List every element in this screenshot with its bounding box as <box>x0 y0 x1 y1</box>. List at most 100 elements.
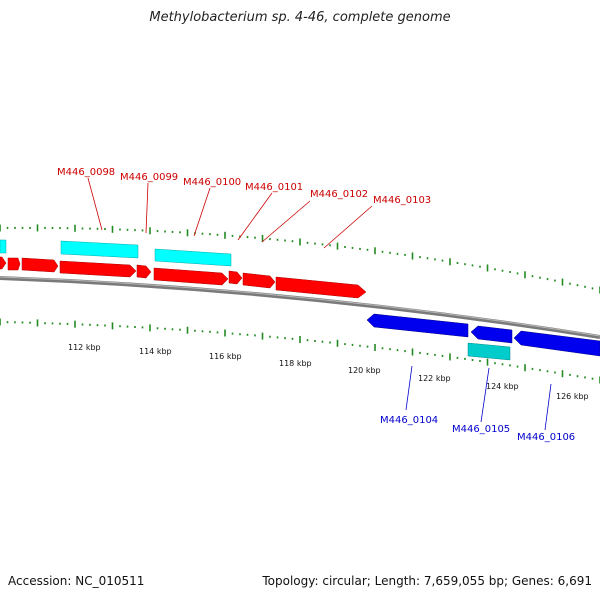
feature-bar[interactable] <box>60 240 139 259</box>
major-tick <box>74 224 76 232</box>
label-leader-line <box>193 187 211 237</box>
gene-label[interactable]: M446_0098 <box>57 167 115 178</box>
gene-label[interactable]: M446_0104 <box>380 415 438 426</box>
minor-tick <box>509 364 511 367</box>
minor-tick <box>494 362 496 365</box>
minor-tick <box>314 242 316 245</box>
minor-tick <box>554 279 556 282</box>
major-tick <box>299 238 301 246</box>
major-tick <box>486 264 489 272</box>
minor-tick <box>134 326 136 328</box>
minor-tick <box>104 228 106 230</box>
minor-tick <box>471 264 474 267</box>
minor-tick <box>231 234 234 237</box>
major-tick <box>336 339 339 347</box>
gene-arrow-reverse[interactable] <box>366 313 469 338</box>
minor-tick <box>539 369 541 372</box>
feature-bar[interactable] <box>0 239 7 254</box>
gene-arrow-forward[interactable] <box>153 267 229 286</box>
minor-tick <box>381 250 384 253</box>
minor-tick <box>89 227 91 230</box>
major-tick <box>149 324 151 332</box>
minor-tick <box>81 323 84 326</box>
gene-label[interactable]: M446_0099 <box>120 172 178 183</box>
minor-tick <box>554 371 556 374</box>
minor-tick <box>434 353 436 356</box>
minor-tick <box>441 259 444 262</box>
minor-tick <box>231 332 234 335</box>
minor-tick <box>134 229 136 232</box>
minor-tick <box>141 229 144 232</box>
minor-tick <box>51 322 54 325</box>
minor-tick <box>539 276 541 279</box>
label-leader-line <box>261 200 311 243</box>
minor-tick <box>171 230 174 233</box>
gene-label[interactable]: M446_0103 <box>373 195 431 206</box>
minor-tick <box>419 351 421 354</box>
major-tick <box>0 224 1 232</box>
minor-tick <box>96 227 99 230</box>
minor-tick <box>126 325 129 328</box>
minor-tick <box>276 238 279 241</box>
scale-label: 116 kbp <box>209 352 242 361</box>
gene-label[interactable]: M446_0106 <box>517 432 575 443</box>
gene-arrow-forward[interactable] <box>7 257 21 271</box>
gene-arrow-forward[interactable] <box>136 264 152 279</box>
minor-tick <box>516 365 519 368</box>
minor-tick <box>96 324 99 327</box>
minor-tick <box>201 330 204 333</box>
minor-tick <box>29 226 31 229</box>
gene-arrow-forward[interactable] <box>59 260 137 278</box>
minor-tick <box>314 340 316 342</box>
genome-backbone <box>0 276 600 339</box>
minor-tick <box>456 356 459 359</box>
gene-arrow-forward[interactable] <box>0 256 7 270</box>
reverse-feature-bar[interactable] <box>467 342 511 361</box>
major-tick <box>186 326 189 334</box>
gene-arrow-forward[interactable] <box>242 272 276 289</box>
minor-tick <box>569 373 571 376</box>
minor-tick <box>576 375 579 378</box>
major-tick <box>374 344 376 351</box>
label-leader-line <box>480 367 490 423</box>
feature-bar[interactable] <box>154 248 232 267</box>
minor-tick <box>171 328 174 331</box>
minor-tick <box>584 285 586 288</box>
inner-tick-ring <box>0 318 600 384</box>
minor-tick <box>426 257 429 260</box>
gene-label[interactable]: M446_0105 <box>452 424 510 435</box>
minor-tick <box>209 330 211 333</box>
gene-label[interactable]: M446_0100 <box>183 177 241 188</box>
major-tick <box>449 353 451 361</box>
minor-tick <box>434 258 436 261</box>
minor-tick <box>156 327 159 330</box>
gene-arrow-reverse[interactable] <box>513 330 600 357</box>
gene-arrow-reverse[interactable] <box>470 325 513 344</box>
scale-label: 112 kbp <box>68 343 101 352</box>
minor-tick <box>156 230 159 233</box>
minor-tick <box>44 226 46 229</box>
major-tick <box>0 318 1 326</box>
gene-arrow-forward[interactable] <box>21 257 59 273</box>
accession-text: Accession: NC_010511 <box>8 574 145 588</box>
minor-tick <box>396 252 399 255</box>
major-tick <box>486 358 489 366</box>
minor-tick <box>59 227 61 230</box>
minor-tick <box>426 352 429 355</box>
gene-label[interactable]: M446_0102 <box>310 189 368 200</box>
minor-tick <box>246 333 249 336</box>
gene-label[interactable]: M446_0101 <box>245 182 303 193</box>
minor-tick <box>464 263 466 266</box>
gene-arrow-forward[interactable] <box>275 276 367 299</box>
minor-tick <box>329 244 331 247</box>
minor-tick <box>179 231 181 234</box>
minor-tick <box>501 269 504 272</box>
gene-arrow-forward[interactable] <box>228 270 243 285</box>
minor-tick <box>239 333 241 336</box>
minor-tick <box>209 233 211 236</box>
major-tick <box>74 320 76 328</box>
minor-tick <box>419 256 421 259</box>
minor-tick <box>141 326 144 329</box>
minor-tick <box>584 376 586 379</box>
